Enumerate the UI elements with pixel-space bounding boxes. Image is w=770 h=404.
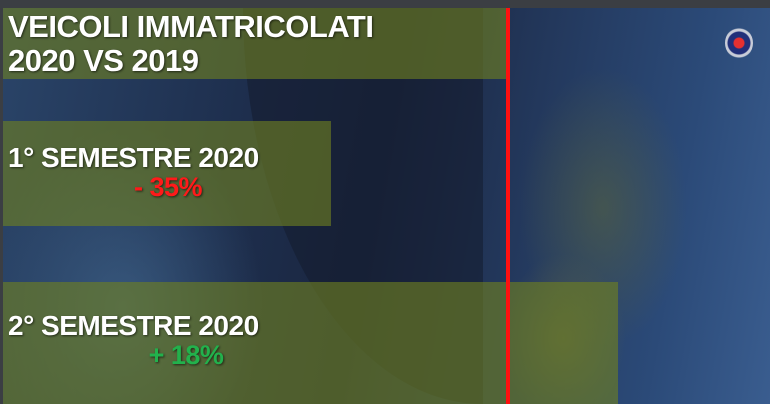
bar-2-semestre	[3, 282, 618, 404]
value-label-1: - 35%	[133, 172, 203, 202]
top-frame-bar	[0, 0, 770, 8]
value-label-2: + 18%	[148, 340, 224, 370]
page-title: VEICOLI IMMATRICOLATI 2020 VS 2019	[8, 9, 374, 78]
title-band	[3, 8, 506, 79]
title-line-2: 2020 VS 2019	[8, 43, 199, 78]
title-line-1: VEICOLI IMMATRICOLATI	[8, 9, 374, 44]
category-label-1: 1° SEMESTRE 2020	[8, 142, 259, 173]
scania-logo-icon	[725, 27, 753, 59]
baseline-2019-line	[506, 8, 510, 404]
bar-1-semestre	[3, 121, 331, 226]
category-label-2: 2° SEMESTRE 2020	[8, 310, 259, 341]
